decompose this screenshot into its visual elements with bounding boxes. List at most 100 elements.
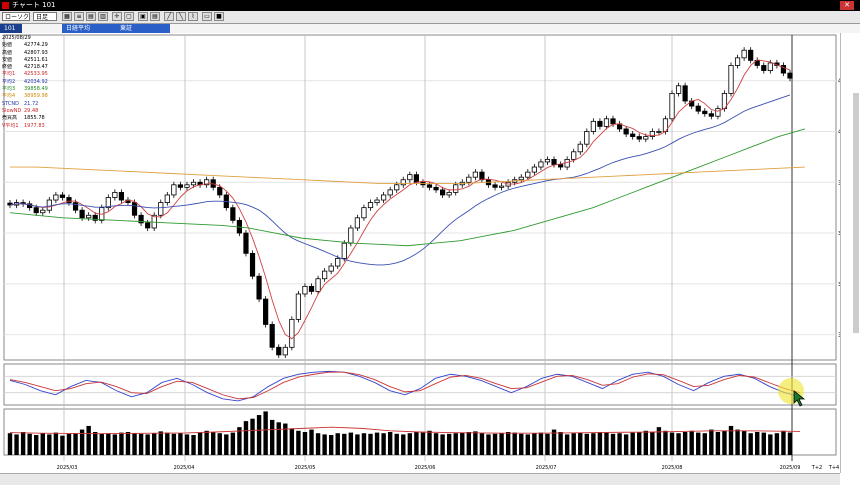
volume-bar bbox=[204, 430, 209, 455]
price-tick-label: 40000 bbox=[838, 129, 840, 135]
close-button[interactable]: ✕ bbox=[840, 1, 854, 10]
candle-body bbox=[708, 113, 714, 117]
volume-bar bbox=[20, 432, 26, 455]
candle-body bbox=[151, 214, 157, 229]
volume-bar bbox=[368, 433, 373, 455]
candle-body bbox=[525, 171, 531, 178]
volume-bar bbox=[145, 434, 150, 455]
title-bar: チャート 101 ✕ bbox=[0, 0, 860, 11]
candle-body bbox=[597, 120, 603, 127]
volume-bar bbox=[433, 433, 439, 455]
candle-body bbox=[407, 174, 413, 181]
candle-body bbox=[400, 179, 406, 186]
volume-bar bbox=[73, 433, 78, 455]
volume-bar bbox=[387, 432, 393, 455]
volume-bar bbox=[755, 432, 760, 455]
candle-body bbox=[164, 194, 170, 203]
candle-body bbox=[780, 65, 787, 74]
volume-bar bbox=[669, 432, 675, 455]
toolbar-button-6[interactable]: ▢ bbox=[124, 12, 134, 21]
toolbar-button-9[interactable]: ╱ bbox=[164, 12, 174, 21]
horizontal-scrollbar[interactable] bbox=[0, 473, 840, 485]
candle-body bbox=[610, 118, 616, 125]
volume-bar bbox=[728, 425, 734, 455]
candle-body bbox=[590, 120, 596, 132]
toolbar-button-8[interactable]: ▤ bbox=[150, 12, 160, 21]
volume-bar bbox=[558, 432, 563, 455]
legend-label: V平均1 bbox=[2, 122, 19, 129]
tab-tse[interactable]: 東証 bbox=[116, 24, 170, 33]
period-select[interactable]: 日足 bbox=[33, 12, 57, 21]
legend-label: 売買高 bbox=[2, 115, 18, 122]
legend-row: 平均4 38959.98 bbox=[2, 93, 54, 100]
candle-body bbox=[571, 151, 577, 160]
toolbar-button-10[interactable]: ╲ bbox=[176, 12, 186, 21]
candle-body bbox=[367, 202, 374, 209]
draw-icon: ╱ bbox=[167, 13, 171, 20]
crosshair-button[interactable]: ✛ bbox=[112, 12, 122, 21]
legend-row: STCND 21.72 bbox=[2, 101, 54, 108]
pane-frame bbox=[3, 34, 837, 361]
candle-body bbox=[472, 171, 478, 178]
legend-label: 終値 bbox=[2, 64, 13, 71]
volume-bar bbox=[617, 433, 622, 455]
volume-bar bbox=[604, 432, 609, 455]
toolbar-button-7[interactable]: ▣ bbox=[138, 12, 148, 21]
legend-value: 42511.61 bbox=[24, 56, 48, 63]
candle-body bbox=[387, 189, 393, 196]
candle-body bbox=[322, 270, 328, 280]
legend-label: 安値 bbox=[2, 56, 13, 63]
volume-bar bbox=[427, 430, 432, 455]
toolbar-button-13[interactable]: ■ bbox=[214, 12, 224, 21]
tab-nikkei[interactable]: 日経平均 bbox=[62, 24, 116, 33]
candle-body bbox=[282, 346, 288, 356]
volume-bar bbox=[741, 430, 747, 455]
candle-body bbox=[636, 136, 642, 140]
candle-body bbox=[498, 185, 505, 188]
candle-body bbox=[715, 108, 721, 117]
volume-bar bbox=[722, 430, 727, 455]
candle-body bbox=[433, 186, 439, 191]
volume-ma-line bbox=[9, 426, 801, 435]
candle-body bbox=[59, 194, 66, 198]
chart-type-select[interactable]: ローソク bbox=[2, 12, 30, 21]
toolbar: ローソク 日足 ▦ ≡ ▤ ▥ ✛ ▢ ▣ ▤ ╱ ╲ ⌇ ▭ ■ bbox=[0, 11, 860, 24]
legend-row: SlowND 29.48 bbox=[2, 108, 54, 115]
candle-body bbox=[72, 202, 79, 211]
volume-bar bbox=[132, 433, 137, 455]
candle-body bbox=[230, 207, 236, 221]
volume-bar bbox=[374, 432, 380, 455]
tab-101[interactable]: 101 bbox=[0, 24, 22, 33]
candle-body bbox=[649, 131, 655, 137]
volume-bar bbox=[414, 432, 419, 455]
toolbar-button-12[interactable]: ▭ bbox=[202, 12, 212, 21]
candle-body bbox=[767, 62, 773, 71]
legend-row: 2025/08/29 bbox=[2, 35, 54, 42]
volume-bar bbox=[315, 433, 321, 455]
candle-body bbox=[361, 207, 367, 219]
volume-bar bbox=[93, 432, 98, 455]
volume-bar bbox=[578, 432, 583, 455]
toolbar-button-1[interactable]: ▦ bbox=[62, 12, 72, 21]
candle-body bbox=[204, 179, 210, 186]
candle-body bbox=[184, 184, 190, 188]
toolbar-button-11[interactable]: ⌇ bbox=[188, 12, 198, 21]
legend-row: 平均1 42533.95 bbox=[2, 71, 54, 78]
chart-area[interactable]: 32000 34000 36000 38000 40000 42000 2025/03 202… bbox=[0, 33, 840, 473]
volume-bar bbox=[296, 430, 301, 455]
volume-bar bbox=[276, 422, 281, 455]
volume-bar bbox=[623, 434, 629, 455]
volume-bar bbox=[650, 432, 655, 455]
price-tick-label: 36000 bbox=[838, 231, 840, 237]
volume-bar bbox=[47, 434, 52, 455]
legend-label: 高値 bbox=[2, 49, 13, 56]
candle-body bbox=[105, 197, 111, 209]
volume-bar bbox=[243, 421, 249, 455]
toolbar-button-4[interactable]: ▥ bbox=[98, 12, 108, 21]
vertical-scrollbar[interactable] bbox=[853, 93, 859, 333]
toolbar-button-3[interactable]: ▤ bbox=[86, 12, 96, 21]
volume-bar bbox=[250, 418, 255, 455]
list-icon: ≡ bbox=[76, 13, 82, 20]
candle-body bbox=[86, 214, 92, 219]
toolbar-button-2[interactable]: ≡ bbox=[74, 12, 84, 21]
